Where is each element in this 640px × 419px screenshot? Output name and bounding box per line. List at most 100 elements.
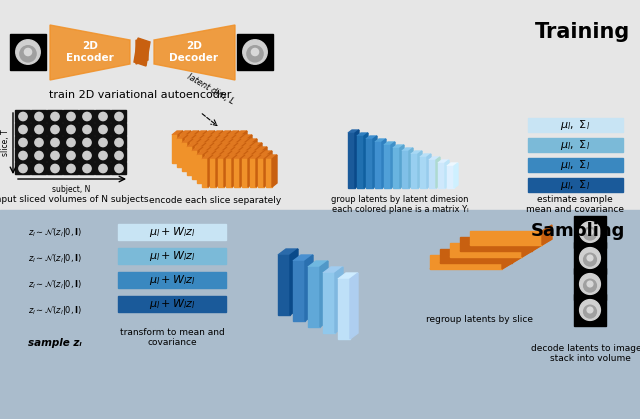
Polygon shape	[198, 143, 204, 171]
Polygon shape	[202, 159, 208, 187]
Polygon shape	[450, 251, 532, 257]
Bar	[63, 136, 78, 148]
Polygon shape	[222, 139, 233, 143]
Polygon shape	[232, 151, 238, 179]
Polygon shape	[188, 139, 193, 171]
Circle shape	[115, 125, 123, 134]
Polygon shape	[243, 143, 254, 147]
Polygon shape	[215, 135, 220, 167]
Polygon shape	[219, 151, 224, 183]
Polygon shape	[338, 273, 358, 279]
Polygon shape	[243, 151, 248, 183]
Polygon shape	[227, 143, 238, 147]
Polygon shape	[266, 155, 277, 159]
Polygon shape	[430, 255, 502, 269]
Circle shape	[580, 222, 600, 243]
Polygon shape	[357, 133, 368, 136]
Polygon shape	[233, 143, 238, 175]
Polygon shape	[251, 151, 256, 183]
Circle shape	[19, 112, 27, 121]
Bar	[31, 110, 46, 122]
Polygon shape	[532, 231, 542, 251]
Bar	[111, 136, 126, 148]
Polygon shape	[440, 249, 512, 263]
Circle shape	[115, 151, 123, 160]
Polygon shape	[206, 147, 211, 179]
Polygon shape	[193, 135, 204, 139]
Polygon shape	[211, 151, 216, 183]
Polygon shape	[213, 155, 219, 183]
Bar	[31, 162, 46, 174]
Polygon shape	[445, 160, 449, 188]
Polygon shape	[231, 135, 236, 167]
Polygon shape	[235, 147, 241, 175]
Polygon shape	[202, 155, 213, 159]
Text: input sliced volumes of N subjects: input sliced volumes of N subjects	[0, 195, 148, 204]
Polygon shape	[238, 143, 244, 171]
Polygon shape	[384, 145, 391, 188]
Polygon shape	[223, 135, 228, 167]
Polygon shape	[134, 38, 150, 66]
Polygon shape	[218, 155, 229, 159]
Polygon shape	[230, 139, 241, 143]
Polygon shape	[195, 147, 201, 175]
Polygon shape	[218, 131, 223, 163]
Text: $\mu_l + W_l z_l$: $\mu_l + W_l z_l$	[148, 273, 195, 287]
Polygon shape	[178, 131, 183, 163]
Text: $z_l \sim \mathcal{N}(z_l|0,\mathbf{I})$: $z_l \sim \mathcal{N}(z_l|0,\mathbf{I})$	[28, 251, 82, 264]
Polygon shape	[228, 139, 233, 171]
Polygon shape	[212, 135, 218, 163]
Polygon shape	[262, 147, 267, 179]
Text: Training: Training	[535, 22, 630, 42]
Polygon shape	[237, 155, 243, 183]
Bar	[95, 136, 110, 148]
Polygon shape	[427, 154, 431, 188]
Polygon shape	[245, 151, 256, 155]
Bar	[10, 34, 46, 70]
Polygon shape	[293, 255, 313, 261]
Polygon shape	[402, 151, 409, 188]
Polygon shape	[190, 143, 196, 171]
Circle shape	[51, 151, 59, 160]
Polygon shape	[258, 159, 264, 187]
Bar	[528, 138, 623, 152]
Polygon shape	[411, 154, 418, 188]
Polygon shape	[204, 131, 215, 135]
Polygon shape	[186, 131, 191, 163]
Polygon shape	[202, 131, 207, 163]
Polygon shape	[251, 147, 257, 175]
Polygon shape	[373, 136, 377, 188]
Polygon shape	[204, 139, 209, 171]
Text: $z_l \sim \mathcal{N}(z_l|0,\mathbf{I})$: $z_l \sim \mathcal{N}(z_l|0,\mathbf{I})$	[28, 225, 82, 238]
Text: Sampling: Sampling	[531, 222, 625, 240]
Polygon shape	[323, 267, 343, 273]
Text: $\mu_l,\ \Sigma_l$: $\mu_l,\ \Sigma_l$	[561, 138, 591, 152]
Bar	[95, 162, 110, 174]
Polygon shape	[470, 231, 542, 245]
Polygon shape	[241, 139, 247, 167]
Circle shape	[587, 255, 593, 261]
Text: $\mu_l + W_l z_l$: $\mu_l + W_l z_l$	[148, 249, 195, 263]
Polygon shape	[213, 151, 224, 155]
Polygon shape	[185, 139, 191, 167]
Polygon shape	[225, 139, 231, 167]
Polygon shape	[217, 135, 228, 139]
Bar	[118, 224, 226, 240]
Polygon shape	[205, 151, 216, 155]
Polygon shape	[226, 159, 232, 187]
Polygon shape	[259, 151, 264, 183]
Polygon shape	[366, 139, 373, 188]
Circle shape	[67, 138, 75, 147]
Polygon shape	[238, 147, 243, 179]
Text: $\mu_l,\ \Sigma_l$: $\mu_l,\ \Sigma_l$	[561, 158, 591, 172]
Circle shape	[587, 229, 593, 235]
Polygon shape	[227, 147, 233, 175]
Polygon shape	[216, 147, 227, 151]
Polygon shape	[512, 243, 522, 263]
Polygon shape	[242, 159, 248, 187]
Circle shape	[115, 164, 123, 173]
Bar	[79, 149, 94, 161]
Polygon shape	[192, 147, 203, 151]
Polygon shape	[240, 147, 251, 151]
Polygon shape	[522, 237, 532, 257]
